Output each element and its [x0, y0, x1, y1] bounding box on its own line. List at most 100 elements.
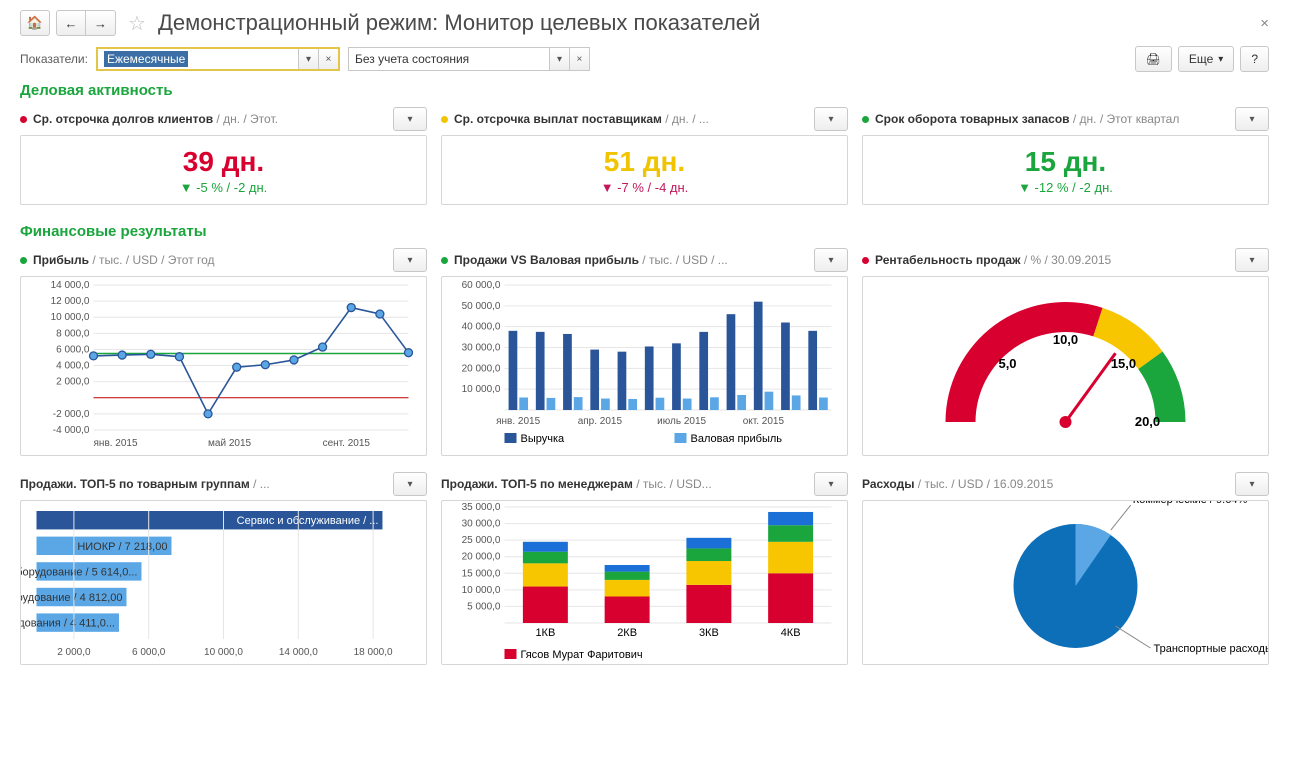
svg-text:12 000,0: 12 000,0: [51, 296, 90, 307]
svg-text:Валовая прибыль: Валовая прибыль: [691, 433, 783, 445]
clear-icon[interactable]: ×: [569, 48, 589, 70]
status-dot: [862, 257, 869, 264]
card-title: Ср. отсрочка долгов клиентов / дн. / Это…: [33, 112, 393, 126]
top5-groups-chart: Сервис и обслуживание / ... НИОКР / 7 218…: [20, 500, 427, 665]
favorite-icon[interactable]: ☆: [128, 11, 146, 36]
status-dot: [441, 257, 448, 264]
svg-text:4 000,0: 4 000,0: [56, 361, 90, 372]
svg-text:2 000,0: 2 000,0: [56, 377, 90, 388]
svg-text:15 000,0: 15 000,0: [462, 568, 501, 579]
svg-text:20 000,0: 20 000,0: [462, 552, 501, 563]
kpi-value: 51 дн.: [604, 146, 685, 178]
card-menu[interactable]: ▾: [393, 107, 427, 131]
svg-text:20,0: 20,0: [1135, 414, 1160, 429]
svg-text:Гясов Мурат Фаритович: Гясов Мурат Фаритович: [521, 649, 643, 661]
svg-text:10,0: 10,0: [1053, 332, 1078, 347]
card-title: Продажи. ТОП-5 по товарным группам / ...: [20, 477, 393, 491]
svg-text:окт. 2015: окт. 2015: [743, 416, 785, 427]
expenses-pie: Коммерческие / 9.64% Транспортные расходы…: [862, 500, 1269, 665]
card-title: Рентабельность продаж / % / 30.09.2015: [875, 253, 1235, 267]
back-button[interactable]: ←: [56, 10, 86, 36]
svg-text:60 000,0: 60 000,0: [462, 280, 501, 291]
card-menu[interactable]: ▾: [393, 248, 427, 272]
more-button[interactable]: Еще ▾: [1178, 46, 1234, 72]
sales-vs-gross-chart: 10 000,0 20 000,0 30 000,0 40 000,0 50 000,0…: [441, 276, 848, 456]
svg-text:май 2015: май 2015: [208, 438, 251, 449]
forward-button[interactable]: →: [86, 10, 116, 36]
section-financials: Финансовые результаты: [20, 223, 1269, 240]
svg-text:25 000,0: 25 000,0: [462, 535, 501, 546]
svg-text:30 000,0: 30 000,0: [462, 519, 501, 530]
profitability-gauge: 5,0 10,0 15,0 20,0: [862, 276, 1269, 456]
svg-text:Сервис и обслуживание / ...: Сервис и обслуживание / ...: [237, 515, 379, 527]
card-menu[interactable]: ▾: [393, 472, 427, 496]
filter-state[interactable]: Без учета состояния ▾ ×: [348, 47, 590, 71]
kpi-card: 39 дн. ▼ -5 % / -2 дн.: [20, 135, 427, 205]
svg-text:2КВ: 2КВ: [617, 627, 637, 639]
dropdown-icon[interactable]: ▾: [549, 48, 569, 70]
kpi-value: 39 дн.: [183, 146, 264, 178]
card-menu[interactable]: ▾: [1235, 248, 1269, 272]
filter-indicators[interactable]: Ежемесячные ▾ ×: [96, 47, 340, 71]
svg-text:10 000,0: 10 000,0: [462, 585, 501, 596]
svg-text:4КВ: 4КВ: [781, 627, 801, 639]
kpi-delta: ▼ -5 % / -2 дн.: [180, 180, 268, 195]
kpi-delta: ▼ -7 % / -4 дн.: [601, 180, 689, 195]
card-title: Ср. отсрочка выплат поставщикам / дн. / …: [454, 112, 814, 126]
svg-text:сент. 2015: сент. 2015: [323, 438, 371, 449]
svg-text:30 000,0: 30 000,0: [462, 343, 501, 354]
svg-text:35 000,0: 35 000,0: [462, 502, 501, 513]
help-button[interactable]: ?: [1240, 46, 1269, 72]
kpi-card: 51 дн. ▼ -7 % / -4 дн.: [441, 135, 848, 205]
svg-text:14 000,0: 14 000,0: [279, 647, 318, 658]
svg-text:Транспортные расходы / 86...: Транспортные расходы / 86...: [1154, 643, 1269, 655]
card-menu[interactable]: ▾: [814, 472, 848, 496]
svg-text:Оборудование / 4 812,00: Оборудование / 4 812,00: [21, 592, 122, 604]
svg-text:1КВ: 1КВ: [535, 627, 555, 639]
section-business-activity: Деловая активность: [20, 82, 1269, 99]
dropdown-icon[interactable]: ▾: [298, 49, 318, 69]
status-dot: [20, 257, 27, 264]
svg-text:6 000,0: 6 000,0: [132, 647, 166, 658]
svg-text:3КВ: 3КВ: [699, 627, 719, 639]
svg-text:20 000,0: 20 000,0: [462, 363, 501, 374]
close-button[interactable]: ×: [1260, 15, 1269, 32]
clear-icon[interactable]: ×: [318, 49, 338, 69]
svg-text:40 000,0: 40 000,0: [462, 322, 501, 333]
svg-text:5,0: 5,0: [998, 356, 1016, 371]
profit-chart: -4 000,0 -2 000,0 2 000,0 4 000,0 6 000,0 8 0…: [20, 276, 427, 456]
card-menu[interactable]: ▾: [814, 248, 848, 272]
print-button[interactable]: 🖨: [1135, 46, 1172, 72]
svg-text:Монтаж оборудования / 4 411,0.: Монтаж оборудования / 4 411,0...: [21, 618, 115, 630]
kpi-card: 15 дн. ▼ -12 % / -2 дн.: [862, 135, 1269, 205]
card-title: Продажи VS Валовая прибыль / тыс. / USD …: [454, 253, 814, 267]
svg-text:15,0: 15,0: [1111, 356, 1136, 371]
card-title: Продажи. ТОП-5 по менеджерам / тыс. / US…: [441, 477, 814, 491]
status-dot: [862, 116, 869, 123]
svg-text:Коммерческие / 9.64%: Коммерческие / 9.64%: [1133, 501, 1248, 506]
status-dot: [20, 116, 27, 123]
svg-text:10 000,0: 10 000,0: [462, 384, 501, 395]
filters-label: Показатели:: [20, 52, 88, 66]
card-title: Расходы / тыс. / USD / 16.09.2015: [862, 477, 1235, 491]
svg-text:6 000,0: 6 000,0: [56, 344, 90, 355]
card-menu[interactable]: ▾: [1235, 472, 1269, 496]
svg-text:янв. 2015: янв. 2015: [496, 416, 540, 427]
top5-managers-chart: 5 000,010 000,015 000,020 000,025 000,03…: [441, 500, 848, 665]
card-menu[interactable]: ▾: [814, 107, 848, 131]
card-menu[interactable]: ▾: [1235, 107, 1269, 131]
svg-text:-2 000,0: -2 000,0: [53, 409, 90, 420]
svg-text:14 000,0: 14 000,0: [51, 280, 90, 291]
card-title: Срок оборота товарных запасов / дн. / Эт…: [875, 112, 1235, 126]
svg-text:2 000,0: 2 000,0: [57, 647, 91, 658]
home-button[interactable]: 🏠: [20, 10, 50, 36]
svg-text:10 000,0: 10 000,0: [51, 312, 90, 323]
svg-text:НИОКР / 7 218,00: НИОКР / 7 218,00: [77, 541, 167, 553]
svg-text:8 000,0: 8 000,0: [56, 328, 90, 339]
svg-text:апр. 2015: апр. 2015: [578, 416, 623, 427]
svg-text:-4 000,0: -4 000,0: [53, 425, 90, 436]
svg-text:Выручка: Выручка: [521, 433, 566, 445]
svg-text:янв. 2015: янв. 2015: [94, 438, 138, 449]
svg-text:50 000,0: 50 000,0: [462, 301, 501, 312]
page-title: Демонстрационный режим: Монитор целевых …: [158, 10, 760, 36]
